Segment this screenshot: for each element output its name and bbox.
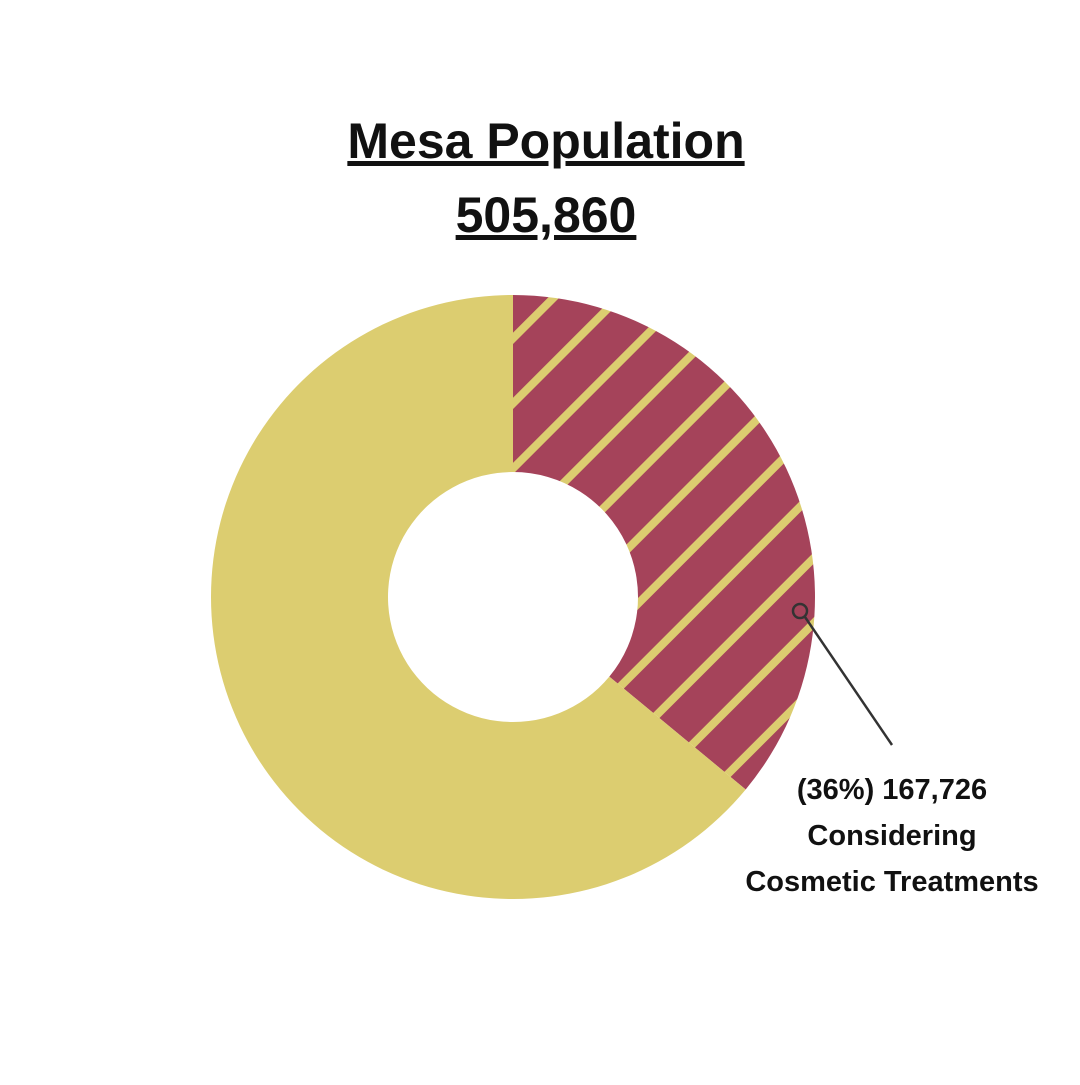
annotation: Considering: [807, 820, 976, 852]
donut: [210, 295, 815, 900]
donut-slice: [513, 295, 815, 790]
leader-line: [803, 616, 894, 746]
annotation: (36%) 167,726: [797, 774, 987, 806]
chart-subtitle: 505,860: [456, 187, 637, 243]
donut-slice: [210, 295, 746, 900]
annotation: Cosmetic Treatments: [745, 866, 1038, 898]
leader-dot: [791, 602, 809, 620]
chart-title: Mesa Population: [347, 113, 744, 169]
